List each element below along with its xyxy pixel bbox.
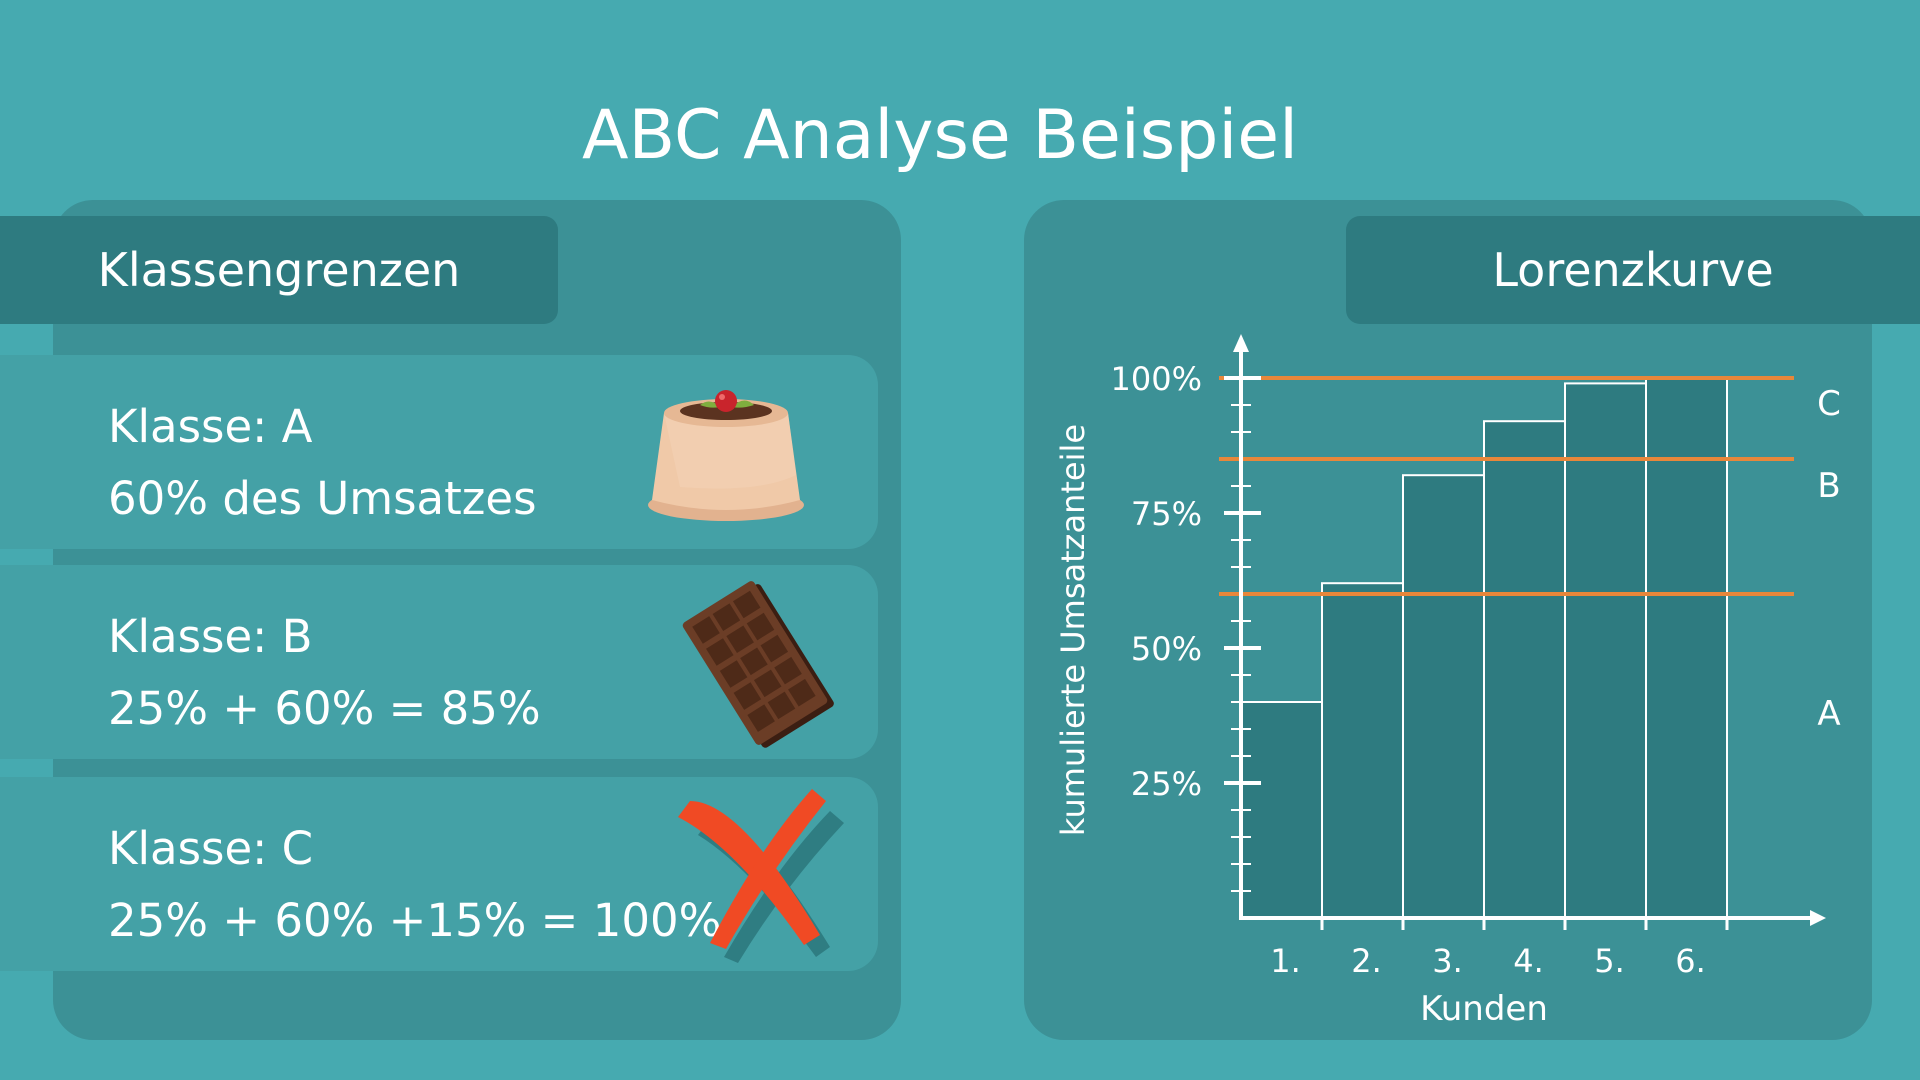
- bar-1: [1240, 701, 1323, 919]
- bar-5: [1564, 382, 1647, 919]
- bar-6: [1645, 377, 1728, 919]
- lorenzkurve-heading: Lorenzkurve: [1346, 216, 1920, 324]
- class-c-detail: 25% + 60% +15% = 100%: [108, 894, 722, 947]
- page-title: ABC Analyse Beispiel: [582, 96, 1298, 175]
- class-label-c: C: [1817, 384, 1841, 424]
- x-tick-label-3: 3.: [1432, 942, 1463, 980]
- class-b-card: Klasse: B 25% + 60% = 85%: [0, 565, 878, 759]
- x-tick-label-4: 4.: [1513, 942, 1544, 980]
- class-b-detail: 25% + 60% = 85%: [108, 682, 541, 735]
- y-axis-arrow: [1233, 334, 1249, 352]
- y-tick-label-100: 100%: [1111, 360, 1202, 398]
- class-b-text: Klasse: B 25% + 60% = 85%: [108, 601, 541, 745]
- class-label-a: A: [1817, 694, 1840, 734]
- class-a-text: Klasse: A 60% des Umsatzes: [108, 391, 537, 535]
- class-a-card: Klasse: A 60% des Umsatzes: [0, 355, 878, 549]
- y-tick-label-75: 75%: [1131, 495, 1202, 533]
- y-axis-label: kumulierte Umsatzanteile: [1054, 424, 1092, 836]
- class-c-label: Klasse: C: [108, 822, 314, 875]
- lorenz-chart: 25% 50% 75% 100% 1. 2. 3. 4. 5. 6. A B C Kunden ku…: [1054, 334, 1841, 1029]
- bar-4: [1483, 420, 1566, 919]
- x-tick-label-6: 6.: [1675, 942, 1706, 980]
- bar-2: [1321, 582, 1404, 919]
- red-cross-icon: [678, 789, 844, 963]
- y-tick-label-50: 50%: [1131, 630, 1202, 668]
- class-b-label: Klasse: B: [108, 610, 313, 663]
- x-tick-label-1: 1.: [1270, 942, 1301, 980]
- class-label-b: B: [1817, 466, 1840, 506]
- class-a-detail: 60% des Umsatzes: [108, 472, 537, 525]
- y-tick-label-25: 25%: [1131, 765, 1202, 803]
- class-c-text: Klasse: C 25% + 60% +15% = 100%: [108, 813, 721, 957]
- x-tick-label-2: 2.: [1351, 942, 1382, 980]
- x-axis-label: Kunden: [1420, 989, 1548, 1029]
- x-tick-label-5: 5.: [1594, 942, 1625, 980]
- pudding-icon: [648, 390, 804, 521]
- class-a-label: Klasse: A: [108, 400, 313, 453]
- x-axis-arrow: [1810, 910, 1826, 926]
- chocolate-bar-icon: [682, 581, 834, 748]
- bar-3: [1402, 474, 1485, 919]
- class-c-card: Klasse: C 25% + 60% +15% = 100%: [0, 777, 878, 971]
- klassengrenzen-heading: Klassengrenzen: [0, 216, 558, 324]
